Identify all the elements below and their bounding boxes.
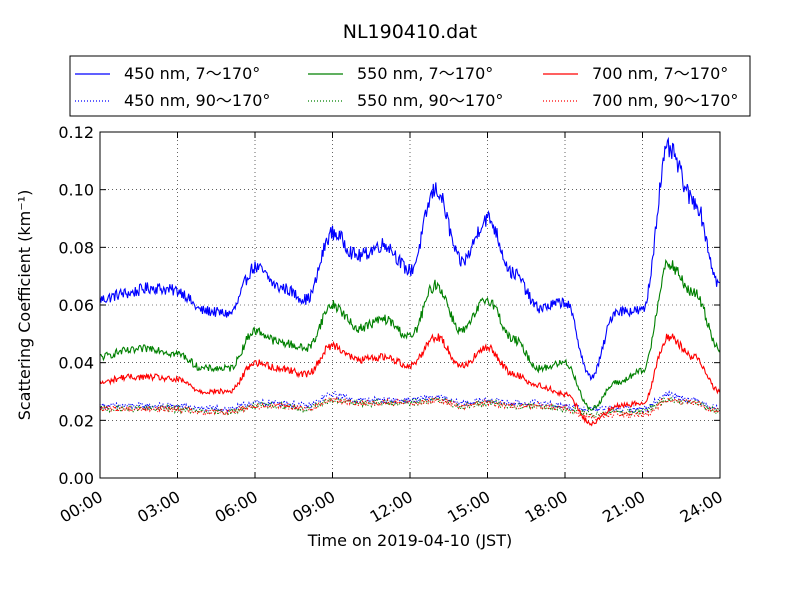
x-tick-label: 06:00 bbox=[212, 487, 261, 527]
series-layer bbox=[99, 136, 721, 427]
chart-title: NL190410.dat bbox=[343, 21, 478, 43]
series-line-2 bbox=[99, 258, 721, 411]
y-tick-label: 0.08 bbox=[58, 238, 94, 257]
legend-box bbox=[69, 55, 751, 117]
legend-label: 700 nm, 7～170° bbox=[592, 64, 728, 83]
series-line-4 bbox=[99, 333, 721, 427]
y-tick-label: 0.04 bbox=[58, 354, 94, 373]
legend-label: 450 nm, 7～170° bbox=[124, 64, 260, 83]
series-line-3 bbox=[99, 395, 721, 419]
x-tick-label: 18:00 bbox=[522, 487, 571, 527]
y-tick-label: 0.00 bbox=[58, 469, 94, 488]
series-line-5 bbox=[99, 396, 720, 421]
legend-label: 550 nm, 90～170° bbox=[357, 91, 503, 110]
x-tick-label: 15:00 bbox=[444, 487, 493, 527]
y-tick-label: 0.06 bbox=[58, 296, 94, 315]
y-tick-label: 0.10 bbox=[58, 181, 94, 200]
x-axis-label: Time on 2019-04-10 (JST) bbox=[307, 531, 512, 550]
y-axis-label: Scattering Coefficient (km⁻¹) bbox=[15, 190, 34, 421]
x-tick-label: 12:00 bbox=[367, 487, 416, 527]
x-tick-label: 21:00 bbox=[599, 487, 648, 527]
y-tick-label: 0.02 bbox=[58, 411, 94, 430]
y-tick-label: 0.12 bbox=[58, 123, 94, 142]
x-tick-label: 03:00 bbox=[134, 487, 183, 527]
x-tick-label: 09:00 bbox=[289, 487, 338, 527]
series-line-0 bbox=[99, 136, 721, 382]
legend-label: 550 nm, 7～170° bbox=[357, 64, 493, 83]
legend-label: 450 nm, 90～170° bbox=[124, 91, 270, 110]
x-tick-label: 00:00 bbox=[57, 487, 106, 527]
x-tick-label: 24:00 bbox=[677, 487, 726, 527]
plot-area: 00:00 03:00 06:00 09:00 12:00 15:00 18:00 21:00… bbox=[57, 123, 726, 527]
legend-label: 700 nm, 90～170° bbox=[592, 91, 738, 110]
legend: 450 nm, 7～170° 450 nm, 90～170° 550 nm, 7～1… bbox=[69, 55, 751, 117]
